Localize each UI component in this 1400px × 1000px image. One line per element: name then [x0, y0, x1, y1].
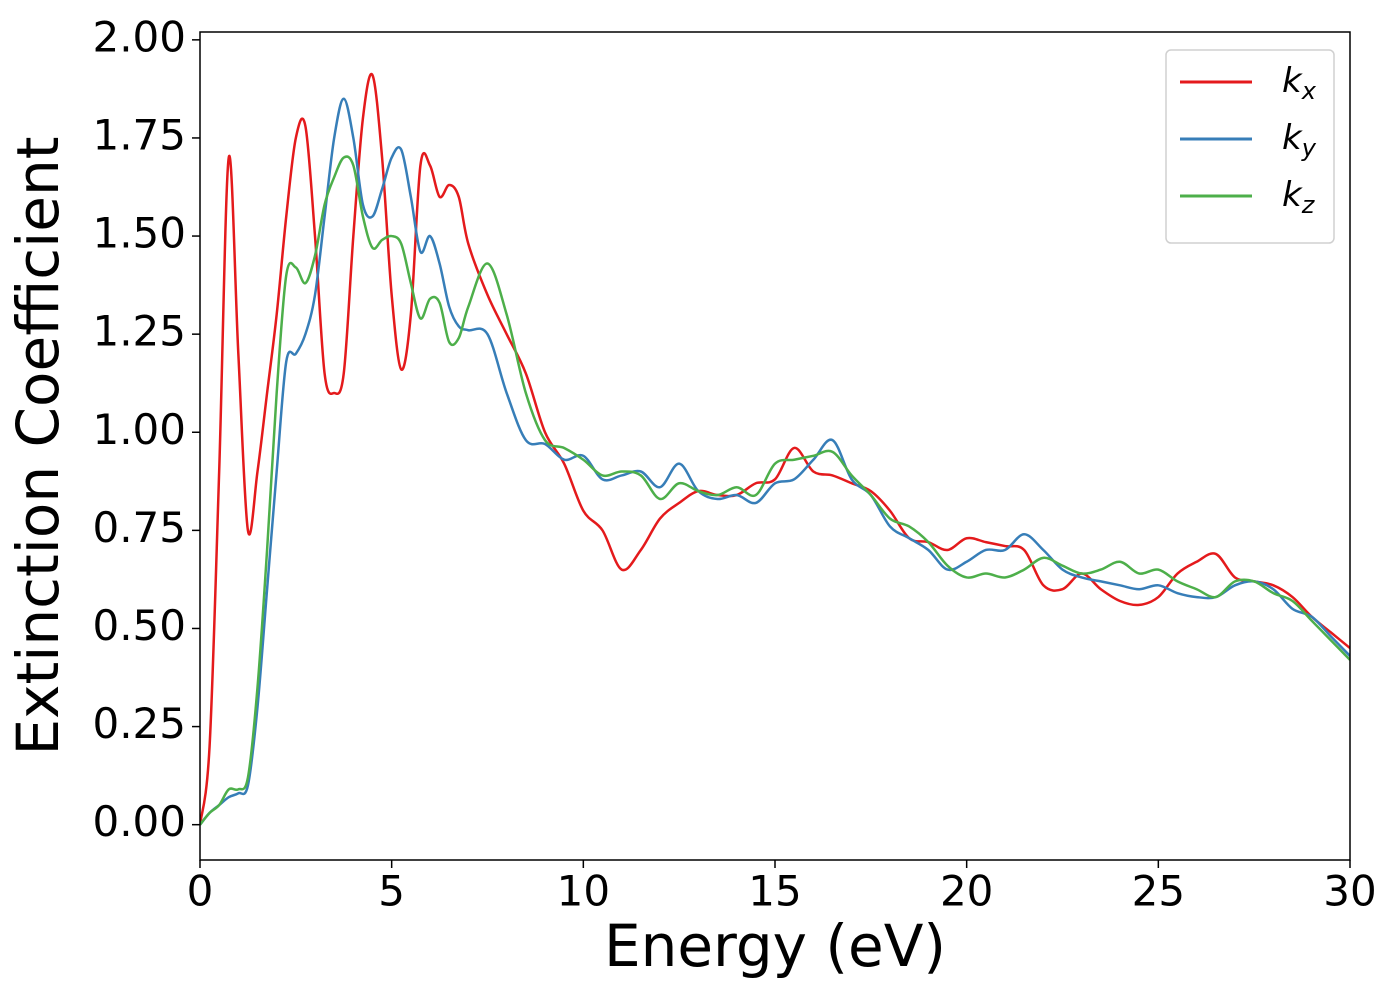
y-tick-label: 0.25 [92, 699, 186, 748]
x-tick-label: 30 [1323, 867, 1376, 916]
x-tick-label: 20 [940, 867, 993, 916]
x-tick-label: 15 [748, 867, 801, 916]
x-tick-label: 25 [1132, 867, 1185, 916]
y-tick-label: 0.75 [92, 503, 186, 552]
x-axis-label: Energy (eV) [604, 912, 946, 980]
y-tick-label: 1.75 [92, 110, 186, 159]
y-tick-label: 1.50 [92, 209, 186, 258]
series-line [200, 155, 1350, 826]
y-tick-label: 1.25 [92, 307, 186, 356]
y-tick-label: 0.00 [92, 797, 186, 846]
x-tick-label: 10 [557, 867, 610, 916]
legend-label: kz [1282, 175, 1316, 220]
y-tick-label: 0.50 [92, 601, 186, 650]
y-axis-label: Extinction Coefficient [4, 137, 72, 756]
legend-label: ky [1282, 118, 1317, 163]
legend-label: kx [1282, 61, 1317, 106]
series-line [200, 97, 1350, 826]
plot-frame [199, 31, 1351, 861]
x-tick-label: 0 [187, 867, 214, 916]
x-tick-label: 5 [378, 867, 405, 916]
y-tick-label: 2.00 [92, 12, 186, 61]
y-tick-label: 1.00 [92, 405, 186, 454]
